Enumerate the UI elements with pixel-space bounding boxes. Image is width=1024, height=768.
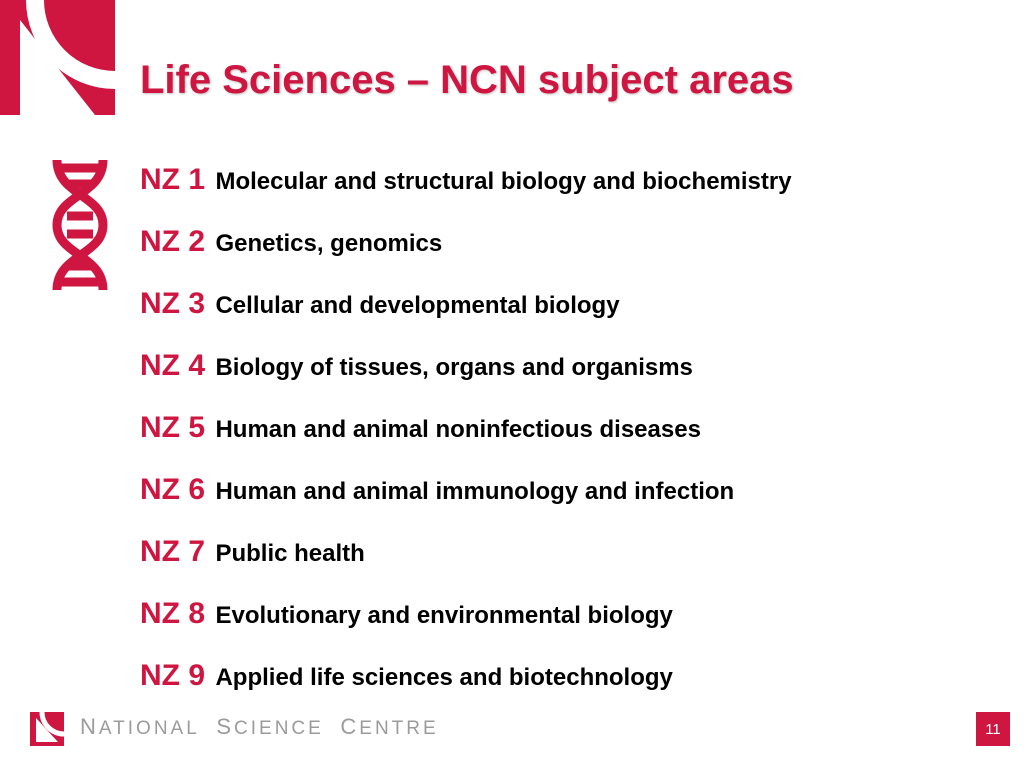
subject-item: NZ 6 Human and animal immunology and inf… [140, 470, 964, 509]
subject-code: NZ 9 [140, 659, 205, 692]
subject-item: NZ 7 Public health [140, 532, 964, 571]
subject-item: NZ 9 Applied life sciences and biotechno… [140, 656, 964, 695]
subject-desc: Biology of tissues, organs and organisms [215, 354, 692, 381]
subject-desc: Molecular and structural biology and bio… [215, 168, 791, 195]
ncn-footer-logo-icon [30, 712, 64, 746]
subject-item: NZ 8 Evolutionary and environmental biol… [140, 594, 964, 633]
subject-desc: Public health [215, 540, 364, 567]
subject-list: NZ 1 Molecular and structural biology an… [140, 160, 964, 718]
subject-code: NZ 7 [140, 535, 205, 568]
page-number: 11 [976, 712, 1010, 746]
subject-item: NZ 5 Human and animal noninfectious dise… [140, 408, 964, 447]
slide: Life Sciences – NCN subject areas NZ 1 M… [0, 0, 1024, 768]
dna-icon [45, 160, 115, 290]
subject-code: NZ 6 [140, 473, 205, 506]
subject-desc: Genetics, genomics [215, 230, 442, 257]
subject-desc: Applied life sciences and biotechnology [215, 664, 672, 691]
slide-title: Life Sciences – NCN subject areas [140, 58, 794, 103]
subject-code: NZ 3 [140, 287, 205, 320]
subject-code: NZ 2 [140, 225, 205, 258]
subject-desc: Cellular and developmental biology [215, 292, 619, 319]
subject-desc: Human and animal noninfectious diseases [215, 416, 700, 443]
subject-code: NZ 8 [140, 597, 205, 630]
subject-code: NZ 4 [140, 349, 205, 382]
subject-item: NZ 1 Molecular and structural biology an… [140, 160, 964, 199]
ncn-corner-logo-icon [0, 0, 115, 115]
subject-desc: Evolutionary and environmental biology [215, 602, 672, 629]
subject-item: NZ 2 Genetics, genomics [140, 222, 964, 261]
subject-code: NZ 5 [140, 411, 205, 444]
subject-item: NZ 3 Cellular and developmental biology [140, 284, 964, 323]
subject-item: NZ 4 Biology of tissues, organs and orga… [140, 346, 964, 385]
footer-org-name: NATIONAL SCIENCE CENTRE [80, 714, 439, 740]
subject-desc: Human and animal immunology and infectio… [215, 478, 734, 505]
subject-code: NZ 1 [140, 163, 205, 196]
